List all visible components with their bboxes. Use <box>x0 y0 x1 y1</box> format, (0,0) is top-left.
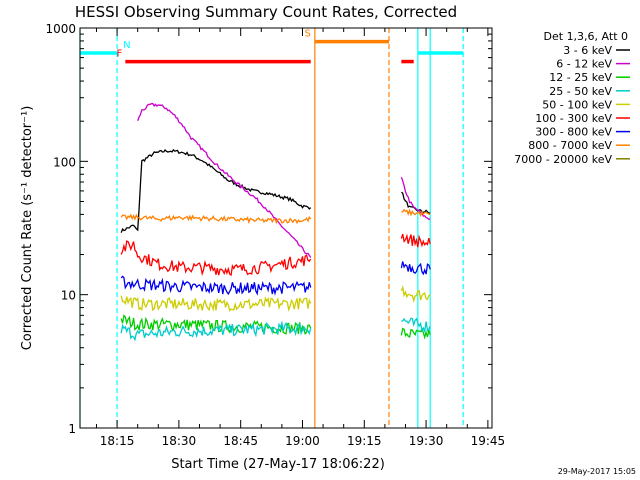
legend-label: 100 - 300 keV <box>535 112 612 125</box>
series-line <box>401 317 431 334</box>
night-label: N <box>123 40 130 51</box>
date-stamp: 29-May-2017 15:05 <box>558 467 636 476</box>
series-line <box>400 261 431 276</box>
y-tick-label: 1000 <box>45 22 76 36</box>
series-line <box>401 208 431 218</box>
x-tick-label: 19:15 <box>347 434 382 448</box>
legend-header: Det 1,3,6, Att 0 <box>544 30 628 43</box>
flare-label: F <box>117 49 123 60</box>
x-tick-label: 18:30 <box>162 434 197 448</box>
axis-layer: 18:15 18:30 18:45 19:00 19:15 19:30 19:45 1 10 10… <box>45 22 505 448</box>
plot-frame <box>79 27 493 429</box>
x-tick-label: 19:00 <box>285 434 320 448</box>
saa-label: S <box>304 29 310 40</box>
annotation-layer: NF S <box>79 28 464 428</box>
series-line <box>120 240 312 277</box>
series-line <box>400 327 431 340</box>
series-line <box>120 295 312 312</box>
series-line <box>137 102 312 258</box>
series-layer <box>120 102 431 342</box>
legend-label: 12 - 25 keV <box>549 71 612 84</box>
series-line <box>400 176 431 221</box>
x-tick-label: 18:15 <box>100 434 135 448</box>
series-line <box>120 148 312 233</box>
legend-label: 800 - 7000 keV <box>528 139 612 152</box>
x-axis-label: Start Time (27-May-17 18:06:22) <box>171 457 385 472</box>
y-tick-label: 100 <box>53 155 76 169</box>
legend-label: 3 - 6 keV <box>563 44 612 57</box>
legend-label: 300 - 800 keV <box>535 126 612 139</box>
series-line <box>401 191 431 214</box>
series-line <box>120 213 312 225</box>
series-line <box>400 233 431 248</box>
legend-label: 7000 - 20000 keV <box>514 153 612 166</box>
y-axis-label: Corrected Count Rate (s⁻¹ detector⁻¹) <box>20 106 35 351</box>
x-tick-label: 18:45 <box>223 434 258 448</box>
legend-label: 25 - 50 keV <box>549 85 612 98</box>
y-tick-label: 1 <box>68 422 76 436</box>
legend-label: 50 - 100 keV <box>542 98 612 111</box>
x-tick-label: 19:30 <box>409 434 444 448</box>
series-line <box>120 275 312 296</box>
x-tick-label: 19:45 <box>471 434 506 448</box>
legend-label: 6 - 12 keV <box>556 58 612 71</box>
y-tick-label: 10 <box>61 289 76 303</box>
chart-title: HESSI Observing Summary Count Rates, Cor… <box>75 3 457 21</box>
series-line <box>400 284 431 303</box>
series-line <box>120 320 312 342</box>
